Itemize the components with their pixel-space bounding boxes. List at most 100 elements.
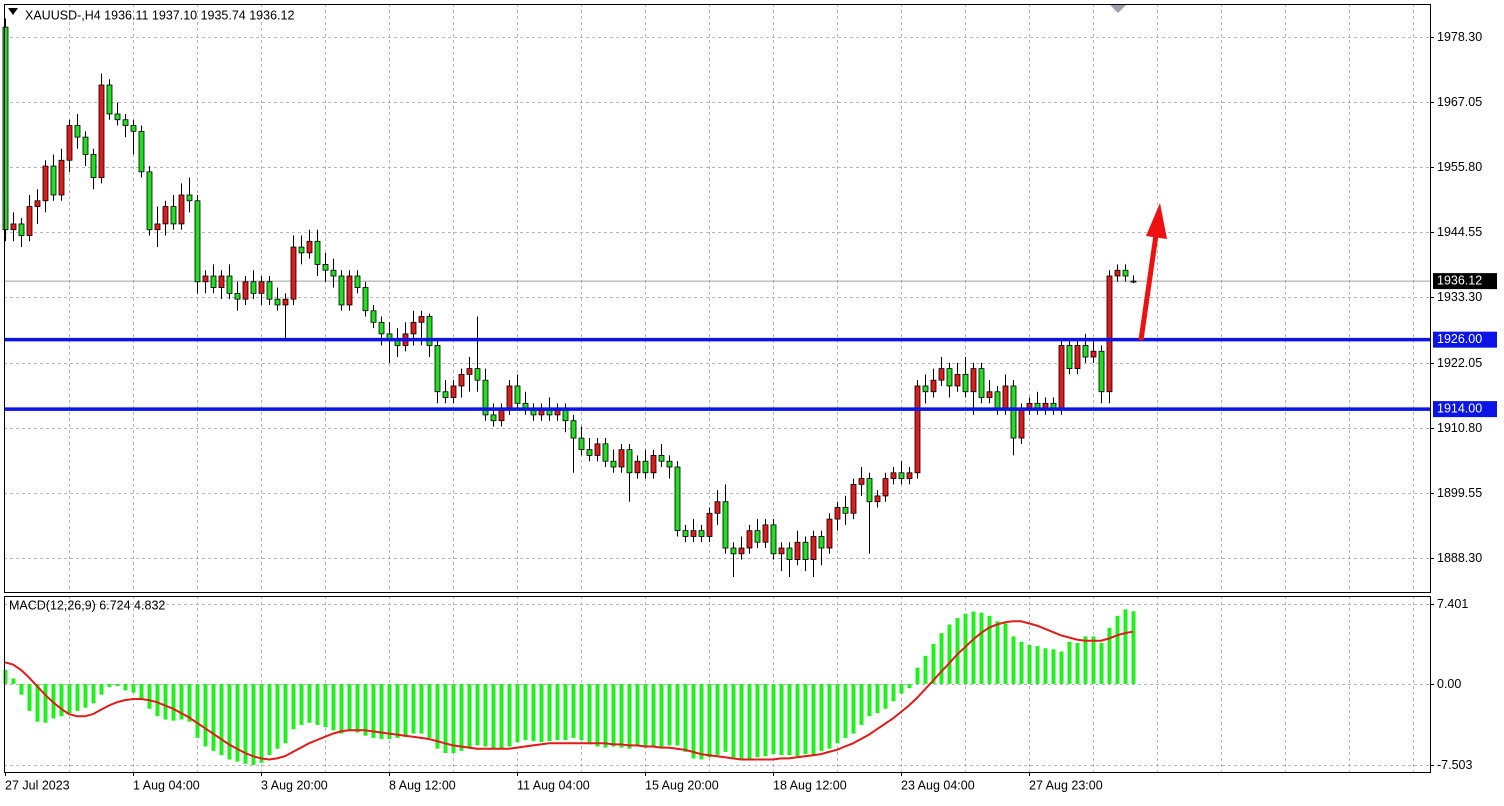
macd-bar [147, 683, 152, 709]
macd-bar [683, 683, 688, 752]
candle-body [730, 547, 737, 555]
macd-bar [963, 613, 968, 684]
macd-bar [411, 683, 416, 734]
candle-body [642, 460, 649, 474]
y-tick-label: 1910.80 [1437, 421, 1482, 435]
level-box [1433, 401, 1497, 418]
y-tick-label: 1888.30 [1437, 551, 1482, 565]
macd-bar [859, 683, 864, 725]
candle-body [674, 466, 681, 532]
macd-bar [379, 683, 384, 739]
macd-bar [811, 683, 816, 756]
candle-body [930, 379, 937, 393]
macd-bar [499, 683, 504, 749]
macd-bar [67, 683, 72, 714]
x-tick-label: 8 Aug 12:00 [389, 778, 456, 792]
macd-bar [1091, 636, 1096, 684]
candle-body [194, 200, 201, 283]
candle-body [98, 84, 105, 179]
macd-bar [403, 683, 408, 737]
macd-bar [803, 683, 808, 755]
macd-bar [43, 683, 48, 723]
macd-bar [547, 683, 552, 742]
candle-body [258, 281, 265, 294]
level-label: 1914.00 [1437, 401, 1482, 415]
macd-bar [979, 612, 984, 684]
macd-bar [1067, 641, 1072, 684]
annotation-arrowhead [1146, 203, 1167, 239]
candle-body [578, 437, 585, 451]
candle-body [362, 287, 369, 312]
candle-body [106, 84, 113, 115]
macd-bar [891, 683, 896, 702]
candle-body [754, 530, 761, 543]
macd-bar [27, 683, 32, 711]
candle-body [1082, 345, 1089, 358]
macd-bar [219, 683, 224, 756]
macd-bar [763, 683, 768, 757]
candle-body [146, 171, 153, 231]
candle-body [794, 541, 801, 560]
candle-body [154, 223, 161, 231]
candle-body [290, 246, 297, 300]
x-tick-label: 18 Aug 12:00 [773, 778, 847, 792]
macd-bar [835, 683, 840, 744]
candle-body [658, 455, 665, 462]
candle-body [122, 119, 129, 126]
level-box [1433, 331, 1497, 348]
macd-bar [475, 683, 480, 746]
candle-body [418, 316, 425, 323]
candle-body [266, 281, 273, 300]
candle-body [834, 507, 841, 520]
candle-body [1130, 280, 1137, 283]
y-tick-label: 7.401 [1437, 597, 1468, 611]
macd-bar [867, 683, 872, 717]
candle-body [274, 298, 281, 306]
candle-body [218, 275, 225, 288]
macd-bar [1003, 623, 1008, 684]
y-tick-label: -7.503 [1437, 758, 1472, 772]
x-tick-label: 23 Aug 04:00 [901, 778, 975, 792]
candle-body [322, 264, 329, 271]
chart-title: XAUUSD-,H4 1936.11 1937.10 1935.74 1936.… [25, 8, 294, 22]
candle-body [586, 449, 593, 456]
candle-body [970, 368, 977, 393]
candle-body [202, 275, 209, 283]
macd-bar [323, 683, 328, 728]
candle-body [858, 478, 865, 485]
macd-bar [923, 655, 928, 684]
menu-triangle[interactable] [8, 8, 18, 15]
macd-bar [755, 683, 760, 758]
shift-marker[interactable] [1110, 5, 1126, 13]
macd-bar [651, 683, 656, 747]
macd-bar [1115, 615, 1120, 684]
candle-body [898, 472, 905, 479]
macd-bar [587, 683, 592, 745]
macd-bar [579, 683, 584, 741]
macd-bar [243, 683, 248, 764]
macd-bar [675, 683, 680, 746]
candle-body [250, 281, 257, 294]
candle-body [770, 524, 777, 555]
candle-body [874, 495, 881, 503]
candle-body [938, 368, 945, 381]
macd-bar [187, 683, 192, 722]
candle-body [1066, 345, 1073, 370]
macd-bar [1027, 645, 1032, 684]
macd-bar [227, 683, 232, 760]
candle-body [210, 275, 217, 288]
macd-bar [987, 615, 992, 684]
candle-body [882, 478, 889, 497]
candle-body [458, 373, 465, 387]
macd-bar [427, 683, 432, 738]
macd-bar [795, 683, 800, 757]
y-tick-label: 1978.30 [1437, 30, 1482, 44]
macd-bar [451, 683, 456, 753]
macd-bar [331, 683, 336, 731]
macd-bar [1035, 646, 1040, 684]
macd-bar [59, 683, 64, 717]
y-tick-label: 0.00 [1437, 677, 1461, 691]
candle-body [50, 165, 57, 196]
